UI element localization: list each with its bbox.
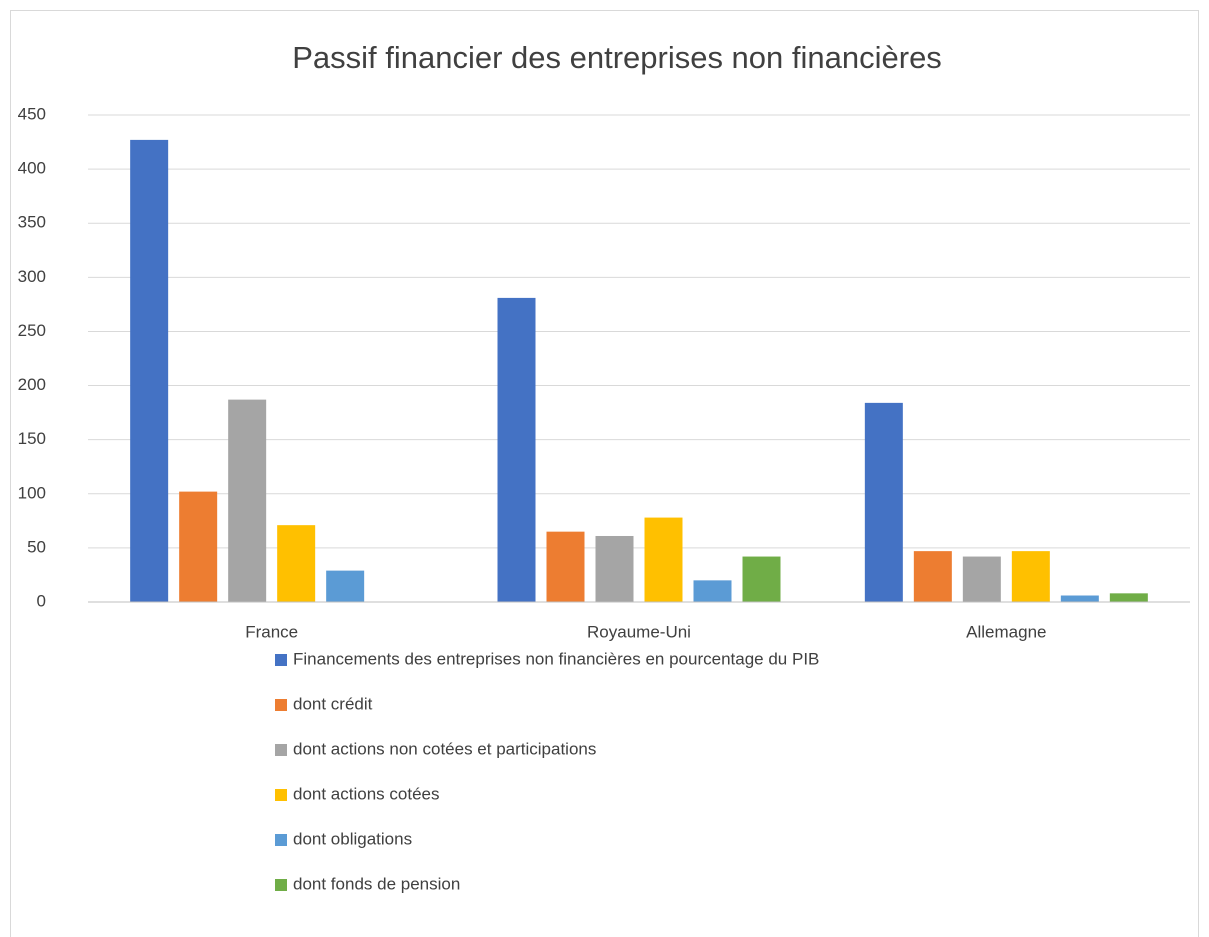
y-tick-label: 200 xyxy=(18,375,46,394)
legend-swatch xyxy=(275,879,287,891)
bar xyxy=(179,491,218,602)
y-tick-label: 400 xyxy=(18,159,46,178)
chart-border xyxy=(10,10,1199,937)
legend-swatch xyxy=(275,744,287,756)
y-tick-label: 350 xyxy=(18,213,46,232)
bar xyxy=(277,525,316,602)
legend-label: dont actions cotées xyxy=(293,784,439,803)
y-tick-label: 250 xyxy=(18,321,46,340)
bar xyxy=(644,517,683,602)
y-tick-label: 150 xyxy=(18,429,46,448)
legend-swatch xyxy=(275,654,287,666)
chart-title: Passif financier des entreprises non fin… xyxy=(292,40,942,75)
x-tick-label: Allemagne xyxy=(966,622,1046,641)
legend-swatch xyxy=(275,789,287,801)
y-tick-label: 0 xyxy=(37,591,46,610)
legend-label: dont crédit xyxy=(293,694,373,713)
y-tick-label: 300 xyxy=(18,267,46,286)
x-tick-label: Royaume-Uni xyxy=(587,622,691,641)
bar xyxy=(913,551,952,602)
bar xyxy=(864,402,903,602)
x-tick-label: France xyxy=(245,622,298,641)
bar xyxy=(130,139,169,602)
bar xyxy=(693,580,732,602)
legend-swatch xyxy=(275,834,287,846)
y-tick-label: 100 xyxy=(18,483,46,502)
bar xyxy=(326,570,365,602)
bar xyxy=(546,531,585,602)
legend-label: dont obligations xyxy=(293,829,412,848)
bar xyxy=(1060,595,1099,602)
bar xyxy=(742,556,781,602)
y-tick-label: 450 xyxy=(18,104,46,123)
bar xyxy=(1011,551,1050,602)
bar xyxy=(497,297,536,602)
bar xyxy=(595,535,634,602)
bar xyxy=(228,399,267,602)
bar xyxy=(962,556,1001,602)
legend-swatch xyxy=(275,699,287,711)
y-tick-label: 50 xyxy=(27,537,46,556)
legend-label: dont fonds de pension xyxy=(293,874,460,893)
bar xyxy=(1109,593,1148,602)
legend-label: dont actions non cotées et participation… xyxy=(293,739,596,758)
legend-label: Financements des entreprises non financi… xyxy=(293,649,819,668)
